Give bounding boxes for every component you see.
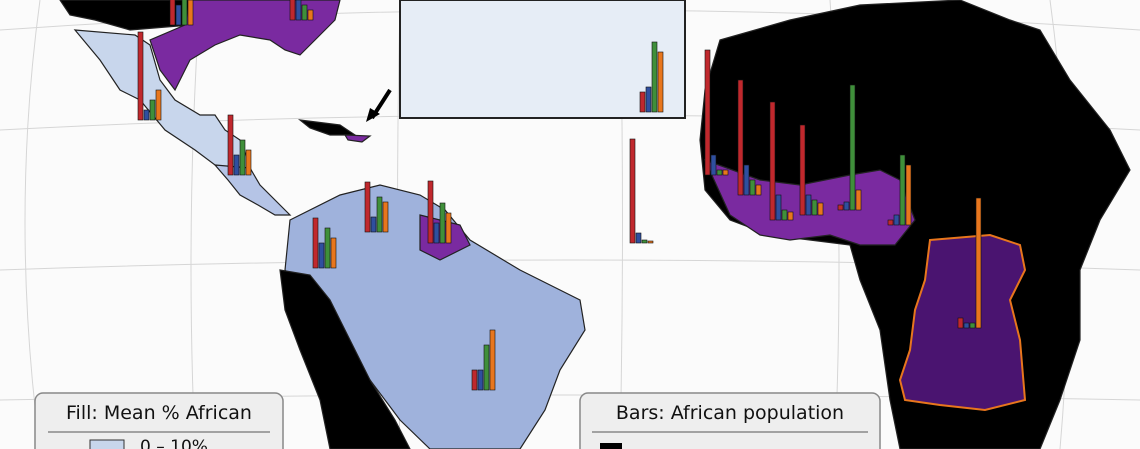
bar-glyph	[489, 329, 496, 391]
bar-glyph	[893, 214, 900, 226]
bar-glyph	[722, 169, 729, 176]
bar-glyph	[837, 204, 844, 211]
bar-glyph	[905, 164, 912, 226]
bar-glyph	[641, 239, 648, 244]
bar-glyph	[149, 99, 156, 121]
bar-glyph	[477, 369, 484, 391]
bar-glyph	[769, 101, 776, 221]
bar-glyph	[639, 91, 646, 113]
bar-glyph	[433, 222, 440, 244]
bar-glyphs	[137, 0, 982, 391]
bar-glyph	[775, 194, 782, 221]
bar-glyph	[657, 51, 664, 113]
bar-glyph	[324, 227, 331, 269]
bar-glyph	[301, 4, 308, 21]
legend-swatch	[89, 439, 125, 449]
bar-glyph	[899, 154, 906, 226]
legend-title: Fill: Mean % African	[66, 402, 252, 424]
bar-glyph	[737, 79, 744, 196]
bar-glyph	[364, 181, 371, 233]
bar-glyph	[312, 217, 319, 269]
bar-glyph	[289, 0, 296, 21]
bar-glyph	[427, 180, 434, 244]
bar-glyph	[169, 0, 176, 26]
north-america	[59, 0, 372, 216]
bar-glyph	[749, 179, 756, 196]
bar-glyph	[483, 344, 490, 391]
bar-glyph	[439, 202, 446, 244]
bar-glyph	[969, 322, 976, 329]
bar-glyph	[716, 169, 723, 176]
legend-title: Bars: African population	[616, 402, 844, 424]
bar-glyph	[307, 9, 314, 21]
bar-glyph	[647, 240, 654, 244]
bar-glyph	[635, 232, 642, 244]
bar-glyph	[887, 219, 894, 226]
bar-glyph	[382, 201, 389, 233]
bar-glyph	[645, 86, 652, 113]
bar-glyph	[755, 184, 762, 196]
bar-glyph	[239, 139, 246, 176]
bar-glyph	[175, 4, 182, 26]
bar-legend: Bars: African population	[579, 392, 881, 449]
bar-glyph	[295, 0, 302, 21]
bar-glyph	[787, 211, 794, 221]
bar-glyph	[445, 212, 452, 244]
bar-glyph	[704, 49, 711, 176]
bar-glyph	[743, 164, 750, 196]
bar-glyph	[233, 154, 240, 176]
bar-glyph	[370, 216, 377, 233]
bar-glyph	[963, 322, 970, 329]
bar-glyph	[975, 197, 982, 329]
bar-glyph	[817, 202, 824, 216]
bar-glyph	[137, 31, 144, 121]
bar-glyph	[143, 109, 150, 121]
bar-glyph	[330, 237, 337, 269]
bar-glyph	[471, 369, 478, 391]
bar-glyph	[181, 0, 188, 26]
bar-glyph	[710, 154, 717, 176]
bar-glyph	[811, 199, 818, 216]
bar-glyph	[376, 196, 383, 233]
bar-glyph	[629, 138, 636, 244]
legend-item: 0 – 10%	[140, 437, 208, 449]
bar-glyph	[957, 317, 964, 329]
bar-glyph	[799, 124, 806, 216]
bar-glyph	[318, 242, 325, 269]
bar-glyph	[155, 89, 162, 121]
africa	[699, 0, 1131, 449]
bar-glyph	[781, 209, 788, 221]
bar-glyph	[245, 149, 252, 176]
bar-glyph	[651, 41, 658, 113]
bar-glyph	[227, 114, 234, 176]
bar-glyph	[855, 189, 862, 211]
bar-glyph	[849, 84, 856, 211]
bar-glyph	[187, 0, 194, 26]
inset-map	[366, 0, 686, 122]
fill-legend: Fill: Mean % African 0 – 10%	[34, 392, 284, 449]
bar-glyph	[843, 201, 850, 211]
bar-glyph	[805, 194, 812, 216]
